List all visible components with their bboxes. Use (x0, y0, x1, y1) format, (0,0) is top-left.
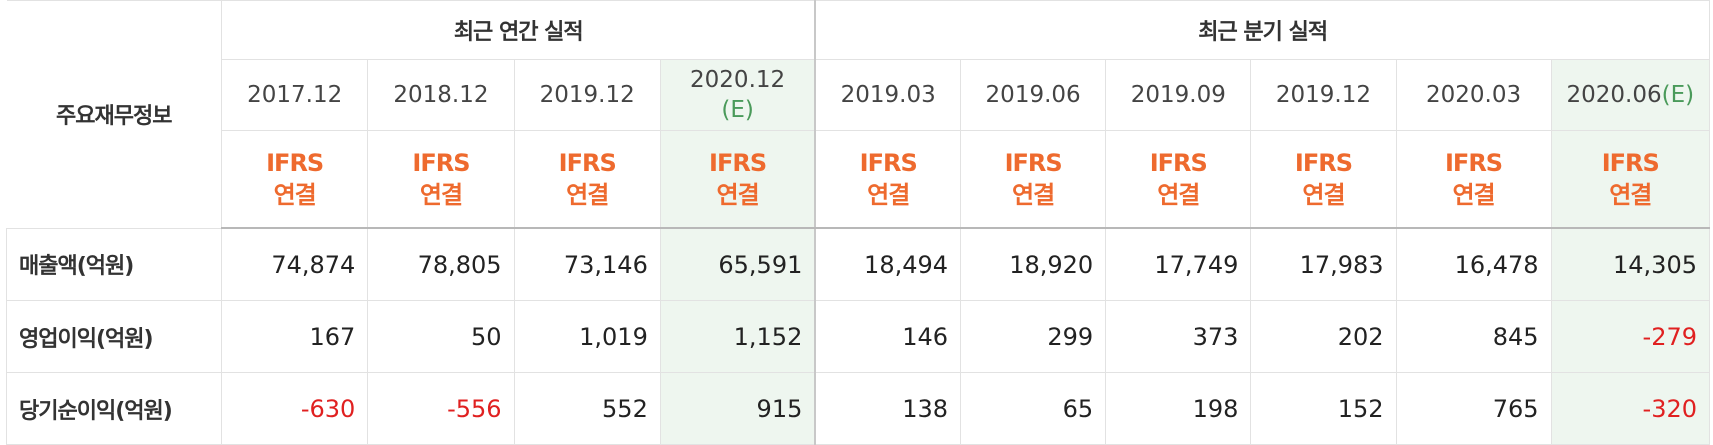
standard-ifrs-label: IFRS (1294, 149, 1353, 177)
standard-consolidated-label: 연결 (1012, 181, 1055, 209)
standard-ifrs-label: IFRS (1149, 149, 1208, 177)
value-cell: 299 (960, 300, 1107, 373)
period-label: 2020.12 (690, 67, 786, 93)
period-header: 2017.12 (221, 59, 369, 131)
standard-ifrs-label: IFRS (1004, 149, 1063, 177)
accounting-standard-cell: IFRS 연결 (367, 130, 515, 229)
financial-summary-table: 주요재무정보 최근 연간 실적 최근 분기 실적 2017.12 2018.12 2… (5, 0, 1711, 445)
annual-group-header: 최근 연간 실적 (221, 0, 817, 60)
value-cell: 152 (1250, 372, 1397, 445)
accounting-standard-cell: IFRS 연결 (1250, 130, 1397, 229)
value-cell: 1,152 (659, 300, 817, 373)
value-cell: 17,749 (1105, 227, 1252, 301)
period-header: 2019.09 (1105, 59, 1252, 131)
value-cell: -630 (221, 372, 369, 445)
accounting-standard-cell: IFRS 연결 (814, 130, 962, 229)
standard-consolidated-label: 연결 (273, 181, 317, 209)
value-cell: 74,874 (221, 227, 369, 301)
value-cell: 17,983 (1250, 227, 1397, 301)
table-row: 매출액(억원) 74,874 78,805 73,146 65,591 18,494 18,… (5, 227, 1711, 301)
accounting-standard-cell: IFRS 연결 (960, 130, 1107, 229)
period-header: 2019.06 (960, 59, 1107, 131)
standard-ifrs-label: IFRS (1445, 149, 1503, 177)
standard-ifrs-label: IFRS (1601, 149, 1660, 177)
standard-ifrs-label: IFRS (412, 149, 470, 177)
period-label: 2018.12 (393, 82, 489, 108)
standard-consolidated-label: 연결 (1302, 181, 1345, 209)
accounting-standard-row: IFRS 연결 IFRS 연결 IFRS 연결 IFRS 연결 IFRS 연결 IFRS 연결 IFRS… (7, 130, 1711, 229)
period-label: 2019.12 (539, 82, 635, 108)
period-header: 2019.12 (513, 59, 661, 131)
period-header: 2019.03 (814, 59, 962, 131)
row-label: 매출액(억원) (5, 227, 223, 301)
period-header: 2019.12 (1250, 59, 1397, 131)
value-cell: 138 (814, 372, 962, 445)
period-label: 2019.09 (1130, 82, 1226, 108)
value-cell: 765 (1395, 372, 1552, 445)
value-cell: 167 (221, 300, 369, 373)
value-cell: 14,305 (1550, 227, 1711, 301)
value-cell: 65,591 (659, 227, 817, 301)
period-header-row: 2017.12 2018.12 2019.12 2020.12 (E) 2019.03 20… (7, 59, 1711, 131)
value-cell: 65 (960, 372, 1107, 445)
standard-consolidated-label: 연결 (566, 181, 609, 209)
accounting-standard-cell: IFRS 연결 (1395, 130, 1552, 229)
estimate-marker: (E) (1661, 82, 1695, 108)
accounting-standard-cell: IFRS 연결 (1550, 130, 1711, 229)
standard-ifrs-label: IFRS (558, 149, 617, 177)
value-cell: 1,019 (513, 300, 661, 373)
row-label: 영업이익(억원) (5, 300, 223, 373)
table-row: 영업이익(억원) 167 50 1,019 1,152 146 299 373 202 845 -2… (5, 300, 1711, 373)
standard-consolidated-label: 연결 (1609, 181, 1652, 209)
value-cell: 198 (1105, 372, 1252, 445)
financial-rows: 매출액(억원) 74,874 78,805 73,146 65,591 18,494 18,… (5, 227, 1711, 445)
value-cell: 18,920 (960, 227, 1107, 301)
group-header-row: 주요재무정보 최근 연간 실적 최근 분기 실적 (6, 0, 1711, 229)
standard-consolidated-label: 연결 (419, 181, 463, 209)
period-label: 2017.12 (247, 82, 343, 108)
period-header: 2018.12 (367, 59, 515, 131)
value-cell: 552 (513, 372, 661, 445)
table-row: 당기순이익(억원) -630 -556 552 915 138 65 198 152 765 -32… (5, 372, 1711, 445)
standard-ifrs-label: IFRS (709, 149, 767, 177)
standard-consolidated-label: 연결 (1452, 181, 1495, 209)
value-cell: 16,478 (1395, 227, 1552, 301)
accounting-standard-cell: IFRS 연결 (1105, 130, 1252, 229)
period-label: 2019.06 (985, 82, 1081, 108)
period-label: 2020.06 (1566, 82, 1662, 108)
value-cell: 373 (1105, 300, 1252, 373)
standard-ifrs-label: IFRS (859, 149, 918, 177)
value-cell: 78,805 (367, 227, 515, 301)
value-cell: 845 (1395, 300, 1552, 373)
row-label: 당기순이익(억원) (5, 372, 223, 445)
value-cell: -279 (1550, 300, 1711, 373)
accounting-standard-cell: IFRS 연결 (659, 130, 817, 229)
period-label: 2019.12 (1275, 82, 1372, 108)
period-label: 2020.03 (1425, 82, 1522, 108)
quarterly-group-header: 최근 분기 실적 (814, 0, 1711, 60)
value-cell: -556 (367, 372, 515, 445)
period-header: 2020.06(E) (1550, 59, 1711, 131)
value-cell: 18,494 (814, 227, 962, 301)
period-label: 2019.03 (840, 82, 936, 108)
period-header: 2020.12 (E) (659, 59, 817, 131)
accounting-standard-cell: IFRS 연결 (221, 130, 369, 229)
period-header: 2020.03 (1395, 59, 1552, 131)
value-cell: -320 (1550, 372, 1711, 445)
value-cell: 73,146 (513, 227, 661, 301)
standard-ifrs-label: IFRS (266, 149, 324, 177)
value-cell: 915 (659, 372, 817, 445)
accounting-standard-cell: IFRS 연결 (513, 130, 661, 229)
standard-consolidated-label: 연결 (1157, 181, 1200, 209)
estimate-marker: (E) (721, 97, 754, 123)
value-cell: 146 (814, 300, 962, 373)
standard-consolidated-label: 연결 (716, 181, 760, 209)
value-cell: 202 (1250, 300, 1397, 373)
corner-label: 주요재무정보 (6, 0, 223, 229)
standard-consolidated-label: 연결 (867, 181, 910, 209)
value-cell: 50 (367, 300, 515, 373)
